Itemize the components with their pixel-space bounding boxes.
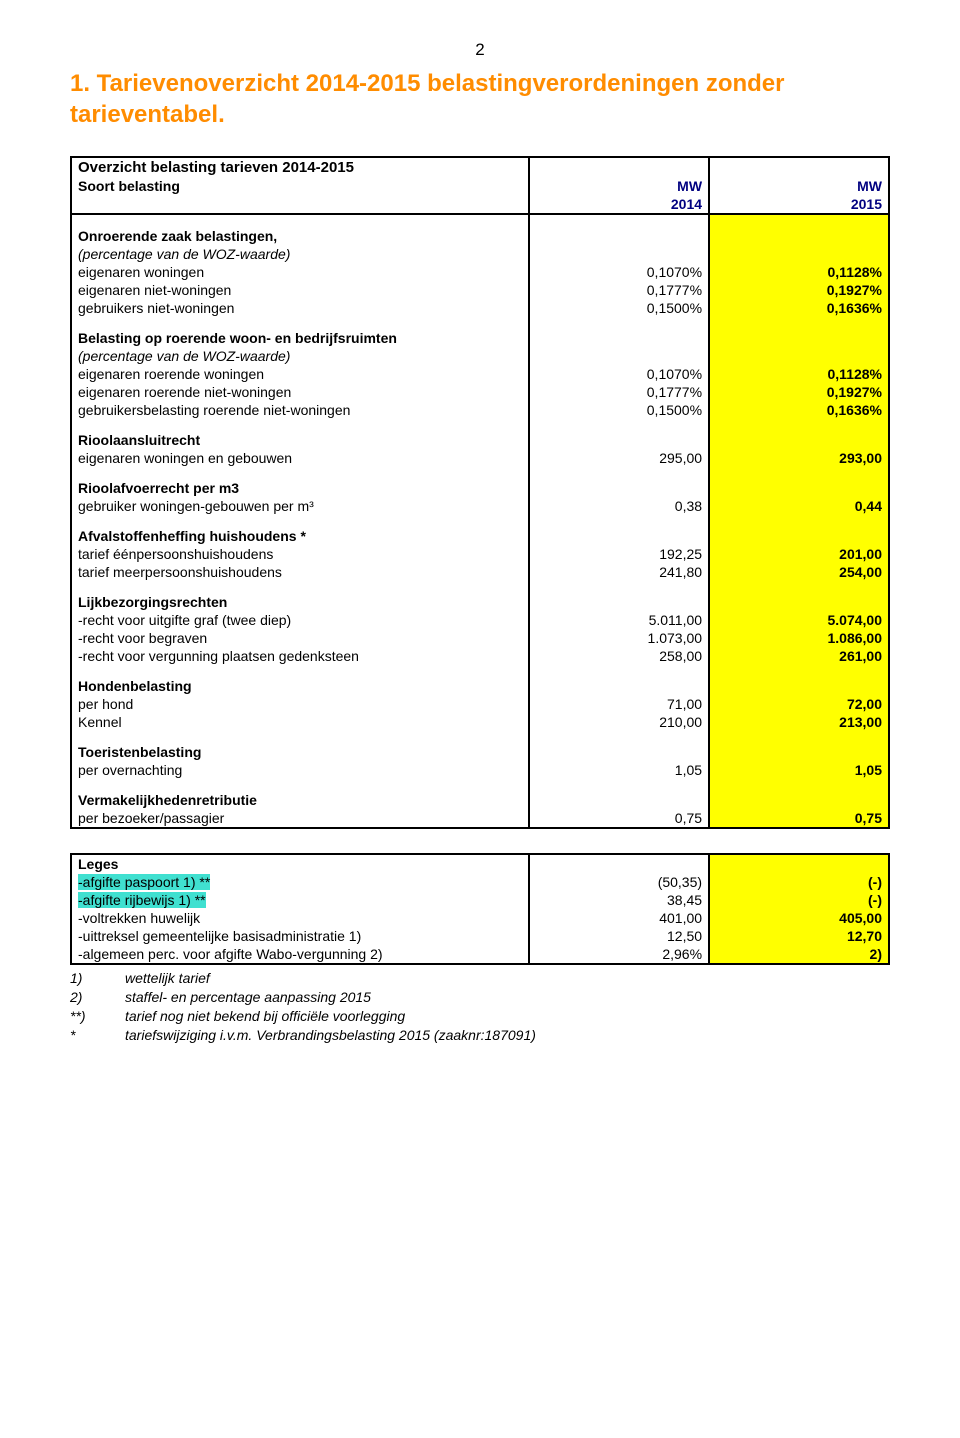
page-number: 2 xyxy=(70,40,890,60)
toer-r0-a: 1,05 xyxy=(529,761,709,779)
roer-r1-b: 0,1927% xyxy=(709,383,889,401)
note-3-k: * xyxy=(70,1026,125,1045)
riool-b-r0-l: gebruiker woningen-gebouwen per m³ xyxy=(71,497,529,515)
afval-r0-l: tarief éénpersoonshuishoudens xyxy=(71,545,529,563)
ozb-title: Onroerende zaak belastingen, xyxy=(71,227,529,245)
roer-title: Belasting op roerende woon- en bedrijfsr… xyxy=(71,329,529,347)
hond-r1-l: Kennel xyxy=(71,713,529,731)
col1-top: MW xyxy=(529,177,709,195)
note-2-v: tarief nog niet bekend bij officiële voo… xyxy=(125,1007,405,1026)
riool-b-r0-b: 0,44 xyxy=(709,497,889,515)
col1-bot: 2014 xyxy=(529,195,709,214)
toer-r0-l: per overnachting xyxy=(71,761,529,779)
ozb-r1-a: 0,1777% xyxy=(529,281,709,299)
hond-r0-b: 72,00 xyxy=(709,695,889,713)
ozb-r1-l: eigenaren niet-woningen xyxy=(71,281,529,299)
hond-r0-a: 71,00 xyxy=(529,695,709,713)
lijk-r2-a: 258,00 xyxy=(529,647,709,665)
page-title: 1. Tarievenoverzicht 2014-2015 belasting… xyxy=(70,68,890,130)
note-0-k: 1) xyxy=(70,969,125,988)
leges-r0-a: (50,35) xyxy=(529,873,709,891)
leges-r3-a: 12,50 xyxy=(529,927,709,945)
leges-r4-a: 2,96% xyxy=(529,945,709,964)
lijk-r0-l: -recht voor uitgifte graf (twee diep) xyxy=(71,611,529,629)
leges-r4-l: -algemeen perc. voor afgifte Wabo-vergun… xyxy=(71,945,529,964)
note-1-k: 2) xyxy=(70,988,125,1007)
hond-title: Hondenbelasting xyxy=(71,677,529,695)
note-1-v: staffel- en percentage aanpassing 2015 xyxy=(125,988,371,1007)
leges-r3-b: 12,70 xyxy=(709,927,889,945)
leges-r2-b: 405,00 xyxy=(709,909,889,927)
lijk-r2-l: -recht voor vergunning plaatsen gedenkst… xyxy=(71,647,529,665)
riool-b-title: Rioolafvoerrecht per m3 xyxy=(71,479,529,497)
leges-r3-l: -uittreksel gemeentelijke basisadministr… xyxy=(71,927,529,945)
lijk-r1-b: 1.086,00 xyxy=(709,629,889,647)
verm-r0-a: 0,75 xyxy=(529,809,709,828)
roer-r0-a: 0,1070% xyxy=(529,365,709,383)
riool-b-r0-a: 0,38 xyxy=(529,497,709,515)
leges-r2-a: 401,00 xyxy=(529,909,709,927)
toer-r0-b: 1,05 xyxy=(709,761,889,779)
afval-r1-l: tarief meerpersoonshuishoudens xyxy=(71,563,529,581)
ozb-sub: (percentage van de WOZ-waarde) xyxy=(71,245,529,263)
ozb-r2-b: 0,1636% xyxy=(709,299,889,317)
ozb-r0-b: 0,1128% xyxy=(709,263,889,281)
afval-r1-b: 254,00 xyxy=(709,563,889,581)
roer-r0-l: eigenaren roerende woningen xyxy=(71,365,529,383)
note-2-k: **) xyxy=(70,1007,125,1026)
note-0-v: wettelijk tarief xyxy=(125,969,210,988)
page: 2 1. Tarievenoverzicht 2014-2015 belasti… xyxy=(0,0,960,1085)
verm-title: Vermakelijkhedenretributie xyxy=(71,791,529,809)
ozb-r1-b: 0,1927% xyxy=(709,281,889,299)
leges-r4-b: 2) xyxy=(709,945,889,964)
lijk-title: Lijkbezorgingsrechten xyxy=(71,593,529,611)
toer-title: Toeristenbelasting xyxy=(71,743,529,761)
leges-r1-l: -afgifte rijbewijs 1) ** xyxy=(71,891,529,909)
lijk-r1-a: 1.073,00 xyxy=(529,629,709,647)
leges-r0-b: (-) xyxy=(709,873,889,891)
roer-r1-a: 0,1777% xyxy=(529,383,709,401)
afval-title: Afvalstoffenheffing huishoudens * xyxy=(71,527,529,545)
leges-title: Leges xyxy=(71,854,529,873)
leges-r1-b: (-) xyxy=(709,891,889,909)
leges-r0-l: -afgifte paspoort 1) ** xyxy=(71,873,529,891)
afval-r1-a: 241,80 xyxy=(529,563,709,581)
ozb-r0-l: eigenaren woningen xyxy=(71,263,529,281)
hond-r0-l: per hond xyxy=(71,695,529,713)
roer-r1-l: eigenaren roerende niet-woningen xyxy=(71,383,529,401)
notes: 1)wettelijk tarief 2)staffel- en percent… xyxy=(70,969,890,1045)
afval-r0-b: 201,00 xyxy=(709,545,889,563)
lijk-r1-l: -recht voor begraven xyxy=(71,629,529,647)
lijk-r0-b: 5.074,00 xyxy=(709,611,889,629)
soort-label: Soort belasting xyxy=(71,177,529,195)
roer-r0-b: 0,1128% xyxy=(709,365,889,383)
tarieven-table: Overzicht belasting tarieven 2014-2015 S… xyxy=(70,156,890,965)
ozb-r0-a: 0,1070% xyxy=(529,263,709,281)
riool-a-r0-a: 295,00 xyxy=(529,449,709,467)
col2-bot: 2015 xyxy=(709,195,889,214)
hond-r1-a: 210,00 xyxy=(529,713,709,731)
riool-a-r0-l: eigenaren woningen en gebouwen xyxy=(71,449,529,467)
leges-r2-l: -voltrekken huwelijk xyxy=(71,909,529,927)
roer-r2-a: 0,1500% xyxy=(529,401,709,419)
lijk-r2-b: 261,00 xyxy=(709,647,889,665)
table-heading: Overzicht belasting tarieven 2014-2015 xyxy=(71,157,529,177)
verm-r0-l: per bezoeker/passagier xyxy=(71,809,529,828)
ozb-r2-l: gebruikers niet-woningen xyxy=(71,299,529,317)
verm-r0-b: 0,75 xyxy=(709,809,889,828)
lijk-r0-a: 5.011,00 xyxy=(529,611,709,629)
riool-a-r0-b: 293,00 xyxy=(709,449,889,467)
hond-r1-b: 213,00 xyxy=(709,713,889,731)
roer-r2-l: gebruikersbelasting roerende niet-woning… xyxy=(71,401,529,419)
note-3-v: tariefswijziging i.v.m. Verbrandingsbela… xyxy=(125,1026,536,1045)
col2-top: MW xyxy=(709,177,889,195)
leges-r1-a: 38,45 xyxy=(529,891,709,909)
afval-r0-a: 192,25 xyxy=(529,545,709,563)
riool-a-title: Rioolaansluitrecht xyxy=(71,431,529,449)
roer-r2-b: 0,1636% xyxy=(709,401,889,419)
roer-sub: (percentage van de WOZ-waarde) xyxy=(71,347,529,365)
ozb-r2-a: 0,1500% xyxy=(529,299,709,317)
